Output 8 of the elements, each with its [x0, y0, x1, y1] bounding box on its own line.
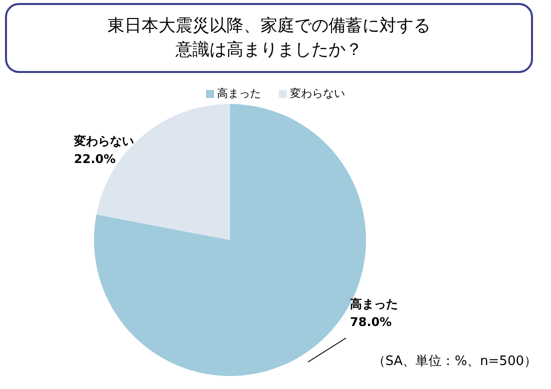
text: （SA、単位：%、n=500） [372, 353, 537, 370]
slice-label: 変わらない [73, 134, 134, 148]
data-label: 22.0% [74, 152, 116, 166]
slice-label: 高まった [350, 297, 398, 311]
data-label: 78.0% [350, 315, 392, 329]
legend-label: 高まった [216, 86, 261, 101]
legend-label: 変わらない [289, 86, 345, 101]
chart-title: 東日本大震災以降、家庭での備蓄に対する意識は高まりましたか？ [106, 15, 432, 62]
